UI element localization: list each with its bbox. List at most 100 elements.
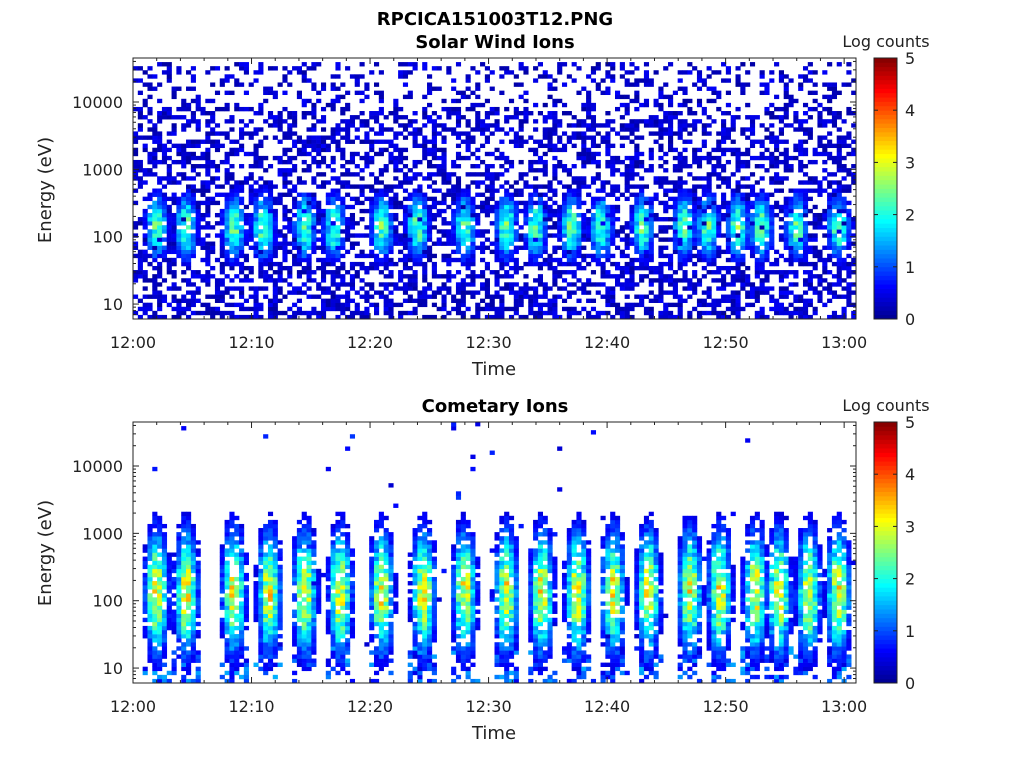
heatmap-cell [161,208,168,214]
heatmap-cell [802,188,809,193]
heatmap-cell [759,82,765,87]
heatmap-cell [142,82,148,87]
heatmap-cell [807,278,813,283]
heatmap-cell [590,127,597,132]
heatmap-cell [745,159,751,165]
heatmap-cell [157,159,163,165]
heatmap-cell [224,192,230,197]
heatmap-cell [258,127,264,132]
heatmap-cell [407,310,413,316]
heatmap-cell [378,225,384,230]
heatmap-cell [422,233,428,238]
heatmap-cell [537,192,543,197]
heatmap-cell [378,196,384,202]
heatmap-cell [590,225,597,230]
heatmap-cell [200,302,206,308]
heatmap-cell [234,147,240,153]
heatmap-cell [851,314,857,320]
heatmap-cell [639,119,645,124]
heatmap-cell [161,257,168,263]
heatmap-cell [234,180,240,185]
heatmap-cell [157,253,163,259]
heatmap-cell [484,294,490,299]
heatmap-cell [754,115,760,120]
heatmap-cell [677,78,683,83]
heatmap-cell [706,221,712,226]
heatmap-cell [504,233,510,238]
heatmap-cell [171,282,177,287]
heatmap-cell [282,241,288,246]
heatmap-cell [441,168,447,173]
heatmap-cell [224,135,230,140]
heatmap-cell [195,143,201,149]
heatmap-cell [687,229,693,234]
heatmap-cell [422,225,428,230]
heatmap-cell [552,164,558,169]
heatmap-cell [451,164,457,169]
heatmap-cell [200,245,206,250]
heatmap-cell [330,261,336,267]
heatmap-cell [711,225,717,230]
heatmap-cell [253,188,259,193]
heatmap-cell [402,123,409,128]
heatmap-cell [561,233,568,238]
heatmap-cell [200,310,206,316]
heatmap-cell [687,294,693,299]
heatmap-cell [417,159,423,165]
heatmap-cell [374,290,380,295]
heatmap-cell [561,217,568,222]
heatmap-cell [190,237,196,242]
heatmap-cell [537,282,543,287]
heatmap-cell [378,221,384,226]
heatmap-cell [807,159,813,165]
heatmap-cell [157,298,163,303]
heatmap-cell [692,192,698,197]
heatmap-cell [557,66,563,71]
heatmap-cell [224,168,230,173]
heatmap-cell [499,212,505,218]
heatmap-cell [190,196,196,202]
heatmap-cell [692,261,698,267]
heatmap-cell [311,221,317,226]
heatmap-cell [634,208,640,214]
heatmap-cell [778,106,784,112]
heatmap-cell [730,274,736,279]
heatmap-cell [190,155,196,161]
heatmap-cell [248,237,254,242]
heatmap-cell [533,290,539,295]
heatmap-cell [422,123,428,128]
heatmap-cell [455,90,462,96]
heatmap-cell [157,314,163,320]
heatmap-cell [716,233,722,238]
heatmap-cell [455,204,462,210]
heatmap-cell [692,212,698,218]
heatmap-cell [827,86,833,91]
heatmap-cell [229,245,235,250]
heatmap-cell [374,261,380,267]
heatmap-cell [181,306,187,312]
heatmap-cell [745,184,751,189]
heatmap-cell [552,298,558,303]
heatmap-cell [692,282,698,287]
heatmap-cell [292,184,298,189]
heatmap-cell [542,200,548,206]
heatmap-cell [759,164,765,169]
heatmap-cell [489,184,495,189]
heatmap-cell [499,249,505,255]
heatmap-cell [749,62,756,67]
heatmap-cell [721,196,727,202]
heatmap-cell [157,143,163,149]
heatmap-cell [378,200,384,206]
heatmap-cell [802,314,809,320]
heatmap-cell [639,294,645,299]
heatmap-cell [648,314,654,320]
heatmap-cell [422,241,428,246]
heatmap-cell [489,188,495,193]
heatmap-cell [335,147,341,153]
heatmap-cell [455,212,462,218]
heatmap-cell [696,86,703,91]
heatmap-cell [253,143,259,149]
heatmap-cell [831,233,838,238]
heatmap-cell [581,135,587,140]
heatmap-cell [465,74,471,79]
